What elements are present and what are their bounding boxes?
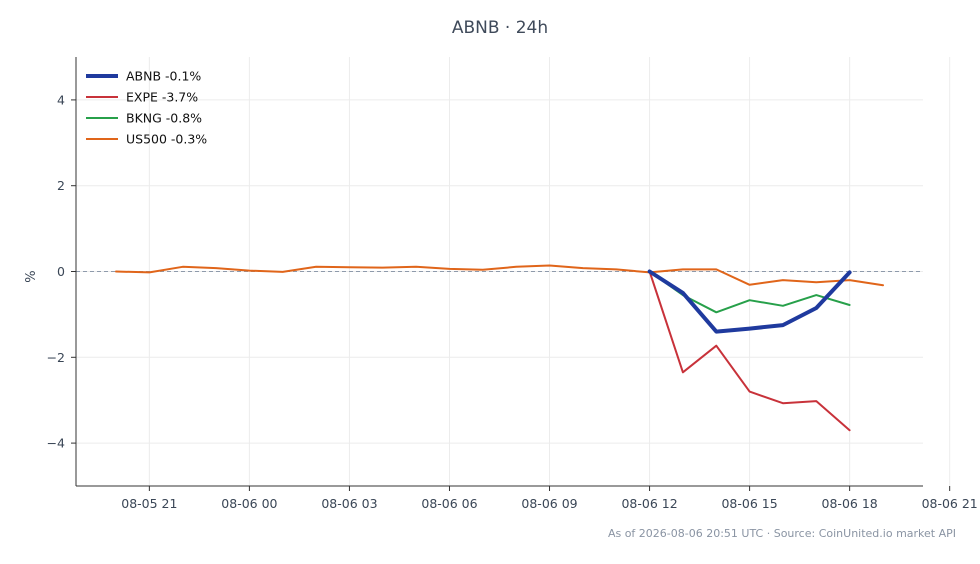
y-tick-label: 2: [57, 178, 65, 193]
x-tick-label: 08-06 09: [521, 496, 577, 511]
axes-layer: 08-05 21 08-06 00 08-06 03 08-06 06 08-06 09…: [47, 57, 978, 511]
x-tick-label: 08-06 00: [221, 496, 277, 511]
series-layer: [115, 264, 884, 432]
y-tick-label: −2: [47, 350, 65, 365]
y-tick-label: 0: [57, 264, 65, 279]
x-tick-label: 08-06 06: [421, 496, 477, 511]
x-tick-label: 08-05 21: [121, 496, 177, 511]
y-tick-label: −4: [47, 436, 65, 451]
y-axis-label: %: [24, 270, 39, 282]
x-tick-label: 08-06 15: [721, 496, 777, 511]
x-tick-label: 08-06 21: [922, 496, 978, 511]
series-line-abnb: [647, 269, 852, 334]
x-tick-label: 08-06 18: [822, 496, 878, 511]
series-line-expe: [648, 270, 851, 432]
legend: ABNB -0.1% EXPE -3.7% BKNG -0.8% US500 -0.3…: [86, 69, 207, 147]
source-footnote: As of 2026-08-06 20:51 UTC · Source: Coi…: [607, 527, 956, 540]
grid-layer: [76, 57, 951, 486]
x-tick-label: 08-06 12: [621, 496, 677, 511]
y-tick-label: 4: [57, 92, 65, 107]
legend-label: ABNB -0.1%: [126, 69, 201, 84]
chart-title: ABNB · 24h: [451, 18, 549, 38]
legend-label: EXPE -3.7%: [126, 90, 198, 105]
legend-label: BKNG -0.8%: [126, 111, 202, 126]
x-tick-label: 08-06 03: [321, 496, 377, 511]
legend-label: US500 -0.3%: [126, 132, 207, 147]
series-line-us500: [115, 264, 884, 287]
